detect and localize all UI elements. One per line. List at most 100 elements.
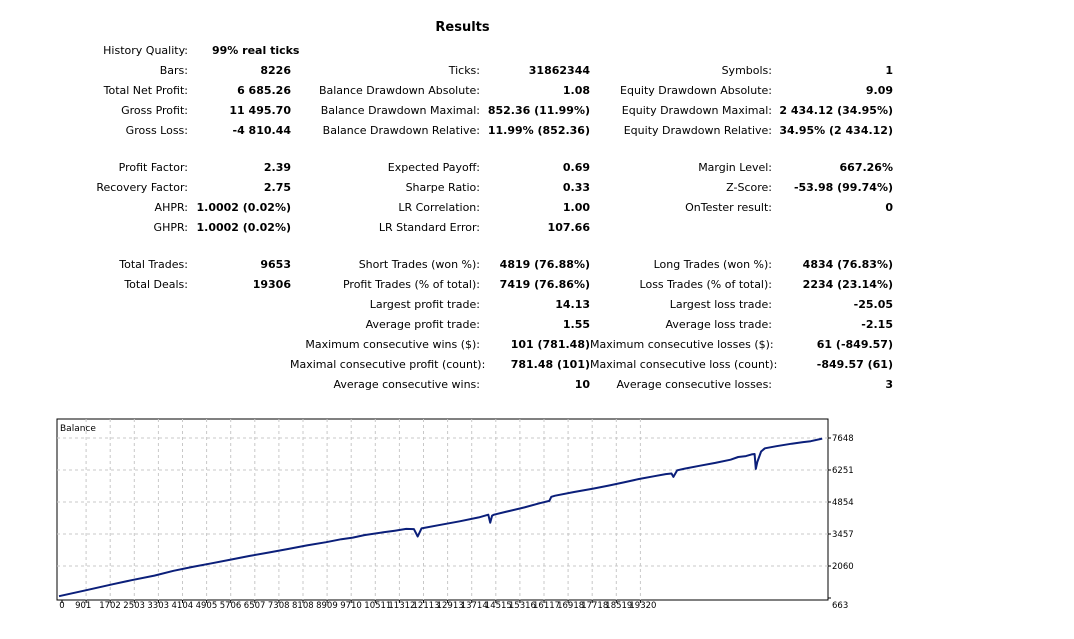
max-consecutive-losses-value: 61 (-849.57) <box>816 338 893 351</box>
ticks-value: 31862344 <box>528 64 590 77</box>
recovery-factor-value: 2.75 <box>263 181 291 194</box>
ahpr-label: AHPR: <box>154 201 188 214</box>
long-trades-label: Long Trades (won %): <box>653 258 772 271</box>
ontester-result-label: OnTester result: <box>685 201 772 214</box>
profit-factor-value: 2.39 <box>263 161 291 174</box>
sharpe-ratio-label: Sharpe Ratio: <box>405 181 480 194</box>
x-tick-label: 9710 <box>340 601 362 611</box>
gross-loss-label: Gross Loss: <box>125 124 188 137</box>
y-tick-label: 2060 <box>832 562 854 572</box>
equity-drawdown-relative-value: 34.95% (2 434.12) <box>779 124 893 137</box>
lr-standard-error-value: 107.66 <box>547 221 590 234</box>
x-tick-label: 15316 <box>509 601 536 611</box>
short-trades-value: 4819 (76.88%) <box>499 258 590 271</box>
total-net-profit-value: 6 685.26 <box>237 84 291 97</box>
loss-trades-label: Loss Trades (% of total): <box>639 278 772 291</box>
total-net-profit-label: Total Net Profit: <box>103 84 188 97</box>
x-tick-label: 17718 <box>581 601 608 611</box>
x-tick-label: 11312 <box>388 601 415 611</box>
total-deals-value: 19306 <box>252 278 291 291</box>
balance-drawdown-relative-value: 11.99% (852.36) <box>487 124 590 137</box>
y-tick-label: 7648 <box>832 434 854 444</box>
long-trades-value: 4834 (76.83%) <box>802 258 893 271</box>
chart-grid <box>57 419 828 600</box>
x-tick-label: 8108 <box>292 601 314 611</box>
loss-trades-value: 2234 (23.14%) <box>802 278 893 291</box>
x-tick-label: 3303 <box>147 601 169 611</box>
largest-profit-trade-value: 14.13 <box>555 298 590 311</box>
ghpr-value: 1.0002 (0.02%) <box>196 221 292 234</box>
lr-correlation-label: LR Correlation: <box>398 201 480 214</box>
chart-title: Balance <box>60 424 96 434</box>
profit-trades-value: 7419 (76.86%) <box>499 278 590 291</box>
balance-drawdown-maximal-label: Balance Drawdown Maximal: <box>320 104 480 117</box>
average-profit-trade-label: Average profit trade: <box>365 318 480 331</box>
symbols-value: 1 <box>885 64 893 77</box>
y-tick-label: 4854 <box>832 498 854 508</box>
short-trades-label: Short Trades (won %): <box>358 258 480 271</box>
average-profit-trade-value: 1.55 <box>562 318 590 331</box>
x-tick-label: 19320 <box>629 601 656 611</box>
x-tick-label: 13714 <box>461 601 488 611</box>
average-consecutive-wins-label: Average consecutive wins: <box>333 378 480 391</box>
balance-drawdown-absolute-value: 1.08 <box>562 84 590 97</box>
profit-factor-label: Profit Factor: <box>118 161 188 174</box>
y-tick-label: 3457 <box>832 530 854 540</box>
equity-drawdown-maximal-value: 2 434.12 (34.95%) <box>779 104 893 117</box>
x-tick-label: 4104 <box>172 601 194 611</box>
equity-drawdown-maximal-label: Equity Drawdown Maximal: <box>621 104 772 117</box>
expected-payoff-value: 0.69 <box>562 161 590 174</box>
x-tick-label: 7308 <box>268 601 290 611</box>
maximal-consecutive-loss-label: Maximal consecutive loss (count): <box>590 358 778 371</box>
recovery-factor-label: Recovery Factor: <box>96 181 188 194</box>
average-loss-trade-value: -2.15 <box>861 318 893 331</box>
x-tick-label: 901 <box>75 601 91 611</box>
average-loss-trade-label: Average loss trade: <box>665 318 772 331</box>
max-consecutive-losses-label: Maximum consecutive losses ($): <box>590 338 774 351</box>
x-tick-label: 1702 <box>99 601 121 611</box>
x-tick-label: 4905 <box>196 601 218 611</box>
x-tick-label: 2503 <box>123 601 145 611</box>
history-quality-label: History Quality: <box>103 44 188 57</box>
average-consecutive-losses-value: 3 <box>885 378 893 391</box>
chart-lines <box>58 437 823 598</box>
x-tick-label: 5706 <box>220 601 242 611</box>
maximal-consecutive-profit-label: Maximal consecutive profit (count): <box>290 358 486 371</box>
lr-correlation-value: 1.00 <box>562 201 590 214</box>
ticks-label: Ticks: <box>448 64 480 77</box>
x-tick-label: 14515 <box>485 601 512 611</box>
total-trades-label: Total Trades: <box>119 258 188 271</box>
largest-loss-trade-label: Largest loss trade: <box>669 298 772 311</box>
profit-trades-label: Profit Trades (% of total): <box>342 278 480 291</box>
equity-drawdown-relative-label: Equity Drawdown Relative: <box>623 124 772 137</box>
x-axis-ticks: 0 901 1702 2503 3303 4104 4905 5706 6507 7308 8108… <box>59 600 656 611</box>
balance-chart-svg: 0 901 1702 2503 3303 4104 4905 5706 6507 7308 8108… <box>56 418 854 611</box>
balance-drawdown-maximal-value: 852.36 (11.99%) <box>487 104 590 117</box>
gross-loss-value: -4 810.44 <box>232 124 292 137</box>
x-tick-label: 8909 <box>316 601 338 611</box>
max-consecutive-wins-value: 101 (781.48) <box>510 338 590 351</box>
maximal-consecutive-loss-value: -849.57 (61) <box>816 358 893 371</box>
largest-loss-trade-value: -25.05 <box>853 298 893 311</box>
balance-drawdown-absolute-label: Balance Drawdown Absolute: <box>318 84 480 97</box>
equity-drawdown-absolute-value: 9.09 <box>865 84 893 97</box>
lr-standard-error-label: LR Standard Error: <box>378 221 480 234</box>
bars-value: 8226 <box>260 64 291 77</box>
ontester-result-value: 0 <box>885 201 893 214</box>
symbols-label: Symbols: <box>721 64 772 77</box>
z-score-value: -53.98 (99.74%) <box>793 181 893 194</box>
x-tick-label: 12913 <box>437 601 464 611</box>
average-consecutive-wins-value: 10 <box>574 378 590 391</box>
x-tick-label: 18519 <box>605 601 632 611</box>
z-score-label: Z-Score: <box>726 181 772 194</box>
balance-chart: 0 901 1702 2503 3303 4104 4905 5706 6507 7308 8108… <box>0 410 1074 635</box>
gross-profit-label: Gross Profit: <box>121 104 188 117</box>
history-quality-value: 99% real ticks <box>212 44 300 57</box>
margin-level-label: Margin Level: <box>698 161 772 174</box>
x-tick-label: 16918 <box>557 601 584 611</box>
equity-drawdown-absolute-label: Equity Drawdown Absolute: <box>620 84 772 97</box>
max-consecutive-wins-label: Maximum consecutive wins ($): <box>305 338 480 351</box>
sharpe-ratio-value: 0.33 <box>562 181 590 194</box>
x-tick-label: 10511 <box>364 601 391 611</box>
x-tick-label: 12113 <box>413 601 440 611</box>
